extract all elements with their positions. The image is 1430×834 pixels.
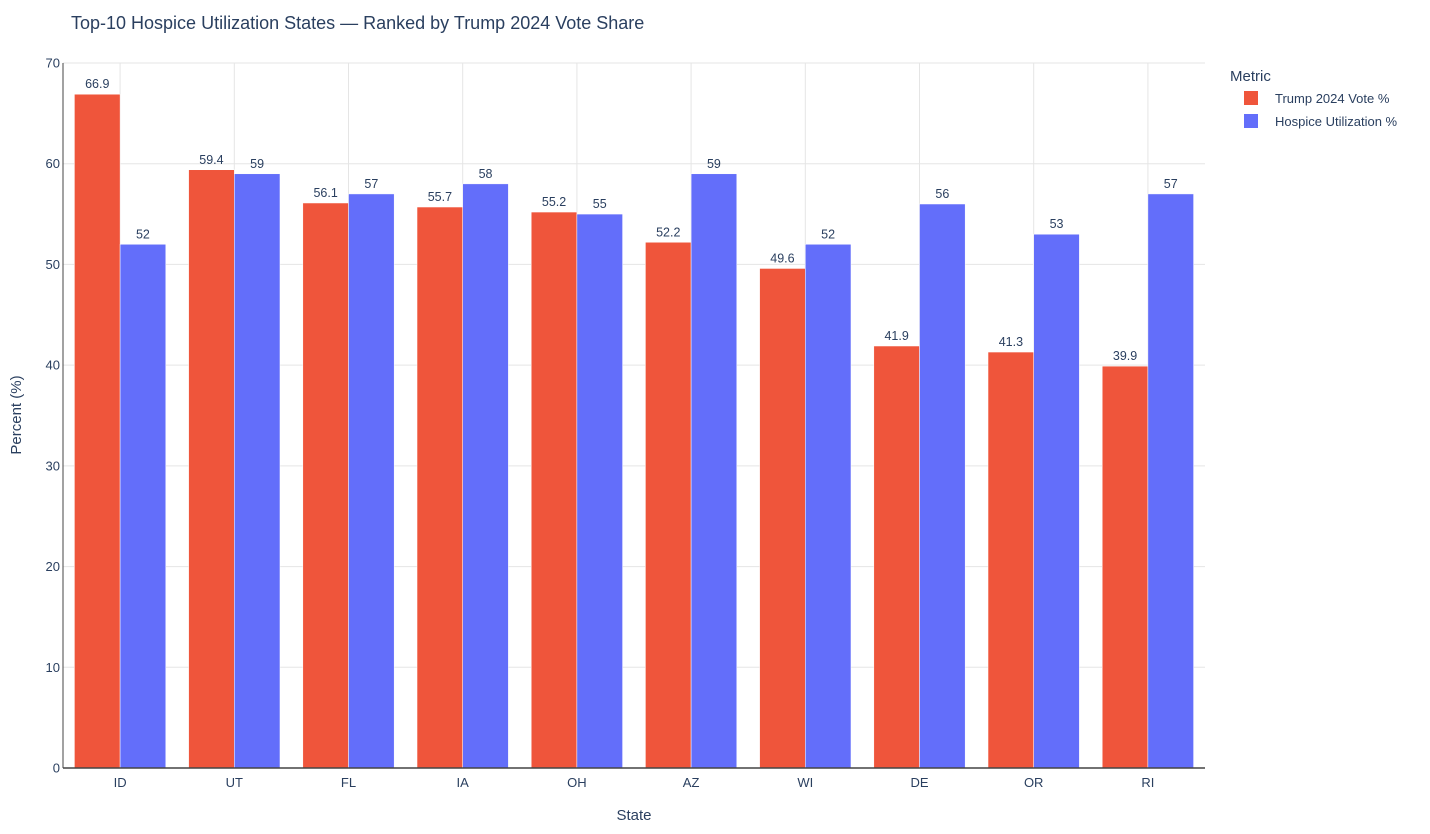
y-tick-label: 40 <box>46 358 60 373</box>
bar-value-label: 53 <box>1050 217 1064 231</box>
y-tick-label: 0 <box>53 761 60 776</box>
bar-trump-vote[interactable] <box>74 93 121 769</box>
bar-hospice-utilization[interactable] <box>234 173 281 769</box>
x-tick-label: WI <box>797 775 813 790</box>
legend-swatch[interactable] <box>1244 114 1258 128</box>
x-axis-title: State <box>616 807 651 824</box>
bar-hospice-utilization[interactable] <box>119 244 167 769</box>
bar-value-label: 59 <box>250 157 264 171</box>
bar-trump-vote[interactable] <box>188 169 235 769</box>
bar-value-label: 52 <box>136 227 150 241</box>
bar-hospice-utilization[interactable] <box>1147 193 1194 769</box>
bar-value-label: 66.9 <box>85 77 109 91</box>
x-tick-label: AZ <box>683 775 700 790</box>
x-tick-label: ID <box>114 775 127 790</box>
bar-value-label: 57 <box>1164 177 1178 191</box>
axes: 0 10 20 30 40 50 60 70 ID UT FL IA OH AZ WI DE OR RI <box>46 56 1205 790</box>
y-tick-label: 10 <box>46 660 60 675</box>
bar-value-label: 41.3 <box>999 335 1023 349</box>
x-tick-label: FL <box>341 775 356 790</box>
bar-value-label: 55.7 <box>428 190 452 204</box>
bar-value-label: 52 <box>821 227 835 241</box>
bar-value-label: 55.2 <box>542 195 566 209</box>
bar-trump-vote[interactable] <box>987 351 1034 769</box>
bar-trump-vote[interactable] <box>302 202 349 769</box>
x-tick-label: UT <box>226 775 243 790</box>
bar-value-label: 59.4 <box>199 153 223 167</box>
bars <box>74 93 1194 769</box>
bar-value-label: 57 <box>364 177 378 191</box>
legend-item-label[interactable]: Trump 2024 Vote % <box>1275 91 1390 106</box>
bar-hospice-utilization[interactable] <box>1033 233 1080 769</box>
x-tick-label: IA <box>457 775 470 790</box>
bar-value-label: 55 <box>593 197 607 211</box>
data-labels: 66.9 59.4 56.1 55.7 55.2 52.2 49.6 41.9 41.3 39.9… <box>85 77 1178 363</box>
legend-item-label[interactable]: Hospice Utilization % <box>1275 114 1398 129</box>
bar-trump-vote[interactable] <box>1101 365 1149 769</box>
bar-value-label: 58 <box>479 167 493 181</box>
x-tick-label: DE <box>910 775 928 790</box>
bar-hospice-utilization[interactable] <box>690 173 738 769</box>
legend-items: Trump 2024 Vote % Hospice Utilization % <box>1244 91 1398 129</box>
bar-hospice-utilization[interactable] <box>348 193 395 769</box>
bar-trump-vote[interactable] <box>873 345 920 769</box>
bar-hospice-utilization[interactable] <box>576 213 623 769</box>
y-tick-label: 30 <box>46 458 60 473</box>
legend[interactable]: Metric Trump 2024 Vote % Hospice Utilizat… <box>1230 68 1398 129</box>
legend-title: Metric <box>1230 68 1271 85</box>
x-tick-label: RI <box>1141 775 1154 790</box>
bar-value-label: 49.6 <box>770 251 794 265</box>
bar-hospice-utilization[interactable] <box>919 203 966 769</box>
bar-hospice-utilization[interactable] <box>805 244 852 769</box>
chart-title: Top-10 Hospice Utilization States — Rank… <box>71 13 644 33</box>
x-tick-label: OR <box>1024 775 1044 790</box>
y-axis-title: Percent (%) <box>8 375 25 454</box>
bar-trump-vote[interactable] <box>645 242 692 769</box>
bar-trump-vote[interactable] <box>759 268 806 769</box>
legend-swatch[interactable] <box>1244 91 1258 105</box>
bar-value-label: 56.1 <box>313 186 337 200</box>
y-tick-label: 50 <box>46 257 60 272</box>
bar-value-label: 56 <box>935 187 949 201</box>
bar-value-label: 59 <box>707 157 721 171</box>
bar-value-label: 41.9 <box>884 329 908 343</box>
bar-value-label: 39.9 <box>1113 349 1137 363</box>
y-tick-label: 20 <box>46 559 60 574</box>
y-tick-label: 60 <box>46 156 60 171</box>
bar-trump-vote[interactable] <box>416 206 463 769</box>
bar-trump-vote[interactable] <box>530 211 578 769</box>
bar-value-label: 52.2 <box>656 225 680 239</box>
x-tick-label: OH <box>567 775 587 790</box>
y-tick-label: 70 <box>46 56 60 71</box>
bar-hospice-utilization[interactable] <box>462 183 509 769</box>
